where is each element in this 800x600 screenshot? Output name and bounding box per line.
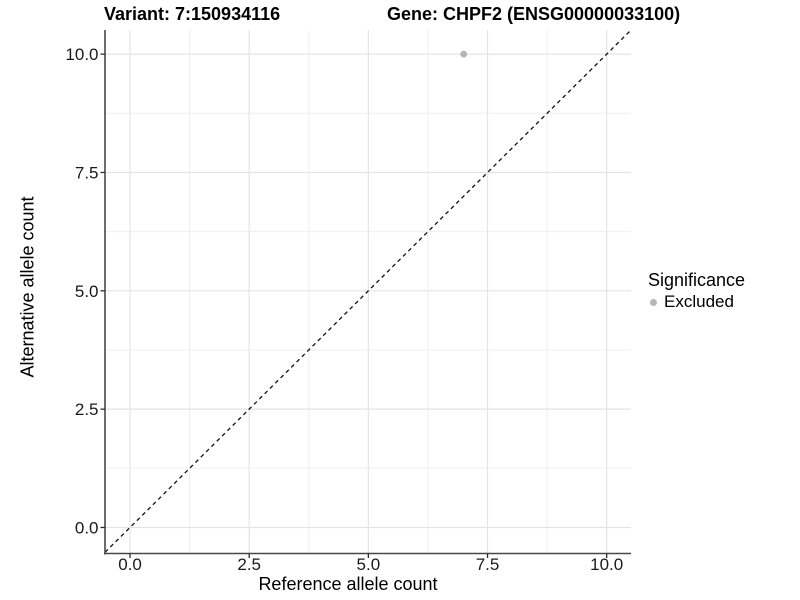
x-tick-label: 5.0 — [357, 555, 381, 574]
y-tick-label: 0.0 — [75, 518, 99, 537]
legend-key — [648, 297, 658, 307]
x-tick-label: 2.5 — [237, 555, 261, 574]
x-axis-title: Reference allele count — [258, 574, 438, 594]
y-tick-label: 10.0 — [65, 45, 98, 64]
legend: Significance Excluded — [648, 270, 745, 312]
y-tick-label: 7.5 — [75, 163, 99, 182]
x-tick-label: 7.5 — [476, 555, 500, 574]
y-tick-label: 5.0 — [75, 282, 99, 301]
x-tick-label: 10.0 — [590, 555, 623, 574]
legend-title: Significance — [648, 270, 746, 290]
variant-title: Variant: 7:150934116 — [104, 4, 281, 24]
y-tick-label: 2.5 — [75, 400, 99, 419]
legend-item-excluded: Excluded — [648, 292, 745, 312]
x-tick-label: 0.0 — [118, 555, 142, 574]
identity-line — [104, 29, 632, 553]
legend-item-label: Excluded — [664, 292, 734, 311]
data-point — [460, 50, 468, 58]
excluded-point-icon — [649, 298, 657, 306]
gene-title: Gene: CHPF2 (ENSG00000033100) — [387, 4, 681, 24]
y-axis-title: Alternative allele count — [17, 196, 38, 378]
